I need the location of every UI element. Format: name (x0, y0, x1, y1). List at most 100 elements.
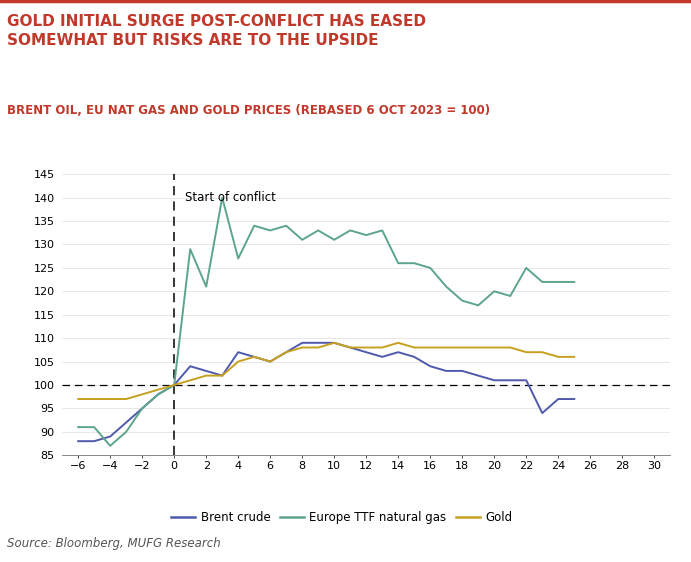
Gold (426, 344, 435, 351)
Text: Start of conflict: Start of conflict (185, 191, 276, 203)
Europe TTF natural gas (90, 424, 98, 430)
Gold (490, 344, 498, 351)
Brent crude (154, 391, 162, 398)
Gold (298, 344, 306, 351)
Line: Europe TTF natural gas: Europe TTF natural gas (78, 198, 574, 446)
Gold (106, 396, 114, 402)
Europe TTF natural gas (250, 223, 258, 229)
Europe TTF natural gas (266, 227, 274, 234)
Gold (282, 349, 290, 356)
Brent crude (490, 377, 498, 384)
Brent crude (298, 339, 306, 346)
Brent crude (346, 344, 354, 351)
Gold (410, 344, 418, 351)
Europe TTF natural gas (218, 194, 227, 201)
Gold (250, 353, 258, 360)
Gold (122, 396, 131, 402)
Gold (394, 339, 402, 346)
Brent crude (138, 405, 146, 412)
Europe TTF natural gas (570, 279, 578, 285)
Europe TTF natural gas (234, 255, 243, 262)
Europe TTF natural gas (362, 232, 370, 238)
Brent crude (506, 377, 514, 384)
Brent crude (314, 339, 323, 346)
Text: BRENT OIL, EU NAT GAS AND GOLD PRICES (REBASED 6 OCT 2023 = 100): BRENT OIL, EU NAT GAS AND GOLD PRICES (R… (7, 104, 490, 117)
Gold (458, 344, 466, 351)
Europe TTF natural gas (74, 424, 82, 430)
Brent crude (458, 368, 466, 374)
Brent crude (554, 396, 562, 402)
Gold (570, 353, 578, 360)
Brent crude (74, 438, 82, 445)
Gold (202, 372, 210, 379)
Gold (330, 339, 339, 346)
Legend: Brent crude, Europe TTF natural gas, Gold: Brent crude, Europe TTF natural gas, Gol… (167, 506, 518, 528)
Brent crude (106, 433, 114, 440)
Line: Brent crude: Brent crude (78, 343, 574, 441)
Brent crude (426, 363, 435, 370)
Text: GOLD INITIAL SURGE POST-CONFLICT HAS EASED
SOMEWHAT BUT RISKS ARE TO THE UPSIDE: GOLD INITIAL SURGE POST-CONFLICT HAS EAS… (7, 14, 426, 48)
Brent crude (266, 358, 274, 365)
Brent crude (522, 377, 531, 384)
Europe TTF natural gas (122, 428, 131, 435)
Text: Source: Bloomberg, MUFG Research: Source: Bloomberg, MUFG Research (7, 537, 220, 550)
Gold (554, 353, 562, 360)
Gold (74, 396, 82, 402)
Brent crude (442, 368, 451, 374)
Brent crude (186, 363, 194, 370)
Gold (362, 344, 370, 351)
Brent crude (474, 372, 482, 379)
Europe TTF natural gas (538, 279, 547, 285)
Europe TTF natural gas (378, 227, 386, 234)
Europe TTF natural gas (106, 442, 114, 449)
Gold (266, 358, 274, 365)
Gold (90, 396, 98, 402)
Brent crude (378, 353, 386, 360)
Gold (154, 386, 162, 393)
Europe TTF natural gas (490, 288, 498, 294)
Gold (186, 377, 194, 384)
Brent crude (90, 438, 98, 445)
Gold (522, 349, 531, 356)
Gold (442, 344, 451, 351)
Gold (538, 349, 547, 356)
Gold (170, 382, 178, 388)
Gold (506, 344, 514, 351)
Europe TTF natural gas (522, 265, 531, 271)
Line: Gold: Gold (78, 343, 574, 399)
Europe TTF natural gas (442, 283, 451, 290)
Europe TTF natural gas (186, 246, 194, 252)
Brent crude (234, 349, 243, 356)
Brent crude (218, 372, 227, 379)
Brent crude (250, 353, 258, 360)
Gold (346, 344, 354, 351)
Europe TTF natural gas (138, 405, 146, 412)
Europe TTF natural gas (298, 237, 306, 243)
Europe TTF natural gas (474, 302, 482, 309)
Gold (234, 358, 243, 365)
Gold (218, 372, 227, 379)
Europe TTF natural gas (458, 297, 466, 304)
Europe TTF natural gas (346, 227, 354, 234)
Gold (138, 391, 146, 398)
Brent crude (394, 349, 402, 356)
Europe TTF natural gas (170, 382, 178, 388)
Europe TTF natural gas (282, 223, 290, 229)
Brent crude (362, 349, 370, 356)
Europe TTF natural gas (330, 237, 339, 243)
Brent crude (330, 339, 339, 346)
Europe TTF natural gas (202, 283, 210, 290)
Brent crude (538, 410, 547, 416)
Europe TTF natural gas (426, 265, 435, 271)
Gold (474, 344, 482, 351)
Europe TTF natural gas (410, 260, 418, 266)
Brent crude (570, 396, 578, 402)
Brent crude (170, 382, 178, 388)
Brent crude (122, 419, 131, 426)
Brent crude (282, 349, 290, 356)
Europe TTF natural gas (394, 260, 402, 266)
Brent crude (202, 368, 210, 374)
Europe TTF natural gas (314, 227, 323, 234)
Gold (314, 344, 323, 351)
Europe TTF natural gas (554, 279, 562, 285)
